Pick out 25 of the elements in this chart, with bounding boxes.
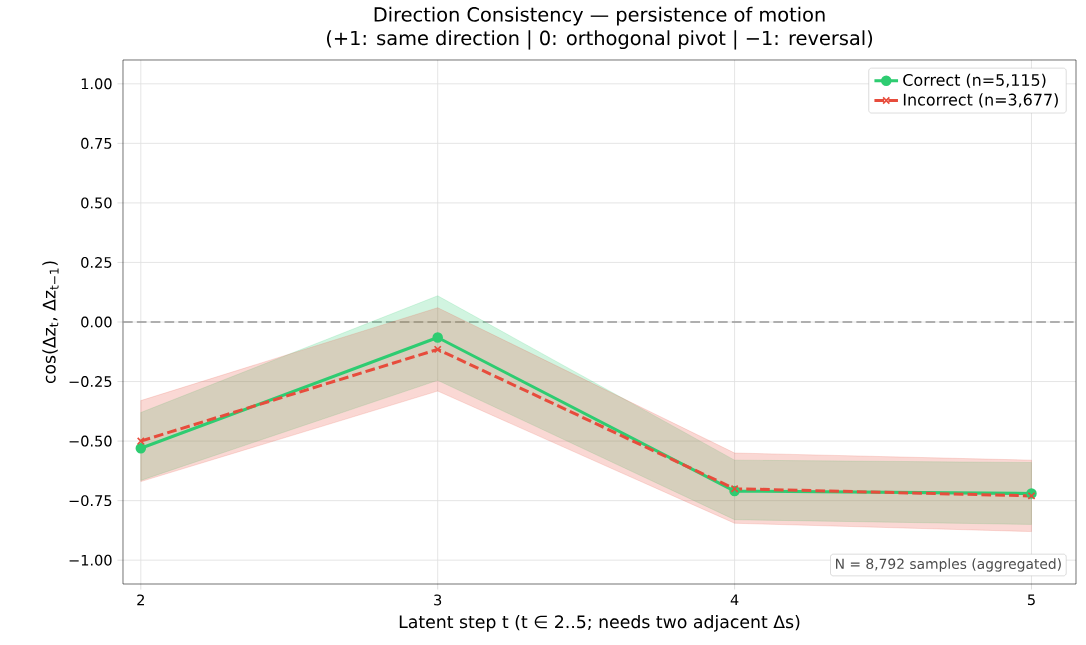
point bbox=[136, 437, 145, 446]
legend-label: Incorrect (n=3,677) bbox=[903, 93, 1058, 108]
y-tick-label: 0.25 bbox=[81, 256, 112, 268]
x-tick-label: 5 bbox=[1027, 594, 1035, 606]
chart-title: Direction Consistency — persistence of motion bbox=[374, 6, 825, 26]
point bbox=[135, 442, 147, 454]
y-tick-label: −0.75 bbox=[69, 495, 112, 507]
annotation: N = 8,792 samples (aggregated) bbox=[836, 558, 1061, 572]
y-tick-label: 0.50 bbox=[81, 197, 112, 209]
x-tick-label: 2 bbox=[137, 594, 144, 606]
x-axis-title: Latent step t (t ∈ 2..5; needs two adjacent Δs) bbox=[399, 614, 800, 632]
y-tick-label: −0.50 bbox=[69, 435, 112, 447]
y-axis-title: cos(Δz$_{t}$, Δz$_{t−1}$) bbox=[42, 261, 59, 384]
y-tick-label: −0.25 bbox=[69, 376, 112, 388]
point bbox=[433, 345, 442, 354]
y-tick-label: 0.00 bbox=[81, 316, 112, 328]
chart-subtitle: (+1: same direction | 0: orthogonal pivot | −1: reversal) bbox=[326, 30, 873, 50]
point bbox=[730, 484, 739, 493]
y-tick-label: 1.00 bbox=[81, 78, 112, 90]
y-tick-label: 0.75 bbox=[81, 137, 112, 149]
x-tick-label: 3 bbox=[434, 594, 442, 606]
legend-label: Correct (n=5,115) bbox=[903, 73, 1046, 88]
x-tick-label: 4 bbox=[730, 594, 739, 606]
y-tick-label: −1.00 bbox=[69, 554, 112, 566]
point bbox=[432, 332, 443, 343]
